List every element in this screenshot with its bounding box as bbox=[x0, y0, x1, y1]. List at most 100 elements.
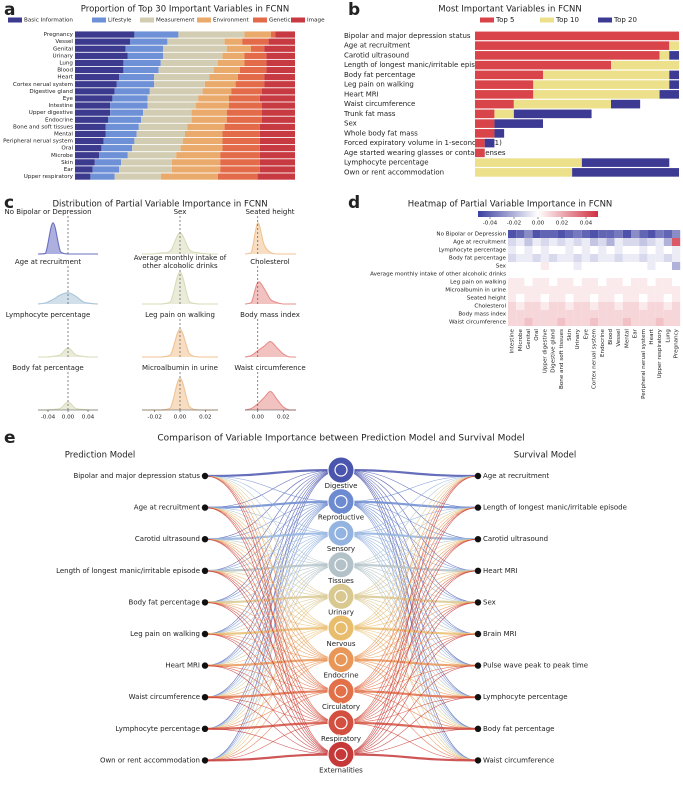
bar-segment bbox=[262, 116, 295, 123]
density-line bbox=[244, 281, 296, 305]
category-label: Upper digestive bbox=[29, 110, 74, 116]
heat-cell bbox=[590, 302, 599, 310]
heat-cell bbox=[672, 286, 681, 294]
bar-segment bbox=[138, 123, 188, 130]
bar-segment bbox=[533, 90, 660, 99]
left-node-label: Length of longest manic/irritable episod… bbox=[56, 567, 200, 575]
right-title: Survival Model bbox=[514, 451, 577, 461]
subplot-title: Lymphocyte percentage bbox=[6, 311, 91, 319]
heat-cell bbox=[524, 270, 533, 278]
heat-cell bbox=[532, 238, 541, 246]
heat-cell bbox=[663, 318, 672, 326]
bar-segment bbox=[259, 159, 295, 166]
bar-segment bbox=[264, 74, 295, 81]
left-node-label: Body fat percentage bbox=[129, 598, 200, 606]
heat-cell bbox=[590, 270, 599, 278]
link bbox=[340, 475, 479, 629]
bar-segment bbox=[75, 123, 106, 130]
bar-segment bbox=[475, 138, 485, 148]
legend-label: Lifestyle bbox=[108, 18, 132, 24]
heat-cell bbox=[532, 270, 541, 278]
bar-segment bbox=[475, 158, 582, 167]
heat-cell bbox=[631, 238, 640, 246]
bar-segment bbox=[259, 95, 295, 102]
heat-cell bbox=[631, 246, 640, 254]
heat-cell bbox=[581, 302, 590, 310]
heat-cell bbox=[540, 278, 549, 286]
heat-cell bbox=[516, 286, 525, 294]
bar-segment bbox=[75, 52, 128, 59]
bar-segment bbox=[191, 116, 227, 123]
heat-cell bbox=[581, 310, 590, 318]
bar-segment bbox=[114, 173, 161, 180]
colorbar bbox=[478, 211, 598, 217]
heat-cell bbox=[622, 246, 631, 254]
bar-segment bbox=[75, 102, 111, 109]
heat-cell bbox=[631, 254, 640, 262]
bar-segment bbox=[178, 31, 245, 38]
heat-cell bbox=[557, 294, 566, 302]
category-label: Age at recruitment bbox=[344, 42, 410, 50]
bar-segment bbox=[475, 60, 611, 70]
density-area bbox=[142, 232, 218, 254]
heat-cell bbox=[532, 302, 541, 310]
bar-segment bbox=[75, 159, 95, 166]
column-label: Digestive gland bbox=[551, 329, 557, 373]
bar-segment bbox=[222, 52, 245, 59]
bar-segment bbox=[475, 31, 679, 41]
bar-segment bbox=[244, 31, 271, 38]
bar-segment bbox=[213, 66, 240, 74]
bar-segment bbox=[669, 51, 679, 60]
row-label: Age at recruitment bbox=[453, 240, 507, 246]
bar-segment bbox=[218, 59, 245, 67]
link bbox=[204, 475, 342, 629]
heat-cell bbox=[581, 286, 590, 294]
bar-segment bbox=[244, 52, 267, 59]
subplot-title: Seated height bbox=[245, 208, 294, 216]
right-dot bbox=[474, 757, 482, 764]
link bbox=[340, 475, 479, 566]
bar-segment bbox=[136, 130, 185, 138]
organ-label: Circulatory bbox=[322, 703, 360, 711]
heat-cell bbox=[581, 246, 590, 254]
heat-cell bbox=[524, 318, 533, 326]
heat-cell bbox=[672, 246, 681, 254]
subplot-title: Microalbumin in urine bbox=[142, 364, 218, 372]
legend-swatch bbox=[480, 17, 494, 23]
heat-cell bbox=[590, 230, 599, 238]
organ-node bbox=[327, 519, 355, 547]
category-label: Skin bbox=[61, 160, 73, 166]
heat-cell bbox=[663, 262, 672, 270]
heat-cell bbox=[614, 246, 623, 254]
heat-cell bbox=[647, 230, 656, 238]
link bbox=[340, 570, 479, 755]
bar-segment bbox=[259, 145, 295, 152]
bar-segment bbox=[75, 31, 135, 38]
link bbox=[204, 475, 342, 755]
heat-cell bbox=[598, 286, 607, 294]
link bbox=[204, 475, 342, 534]
heat-cell bbox=[549, 230, 558, 238]
heat-cell bbox=[598, 238, 607, 246]
bar-segment bbox=[475, 148, 485, 158]
heat-cell bbox=[622, 278, 631, 286]
heat-cell bbox=[631, 230, 640, 238]
organ-icon bbox=[334, 463, 348, 477]
organ-label: Respiratory bbox=[321, 735, 361, 743]
heat-cell bbox=[573, 302, 582, 310]
bar-segment bbox=[149, 88, 203, 95]
row-label: Cholesterol bbox=[474, 304, 506, 310]
heat-cell bbox=[573, 246, 582, 254]
density-area bbox=[245, 223, 296, 254]
x-tick-label: -0.02 bbox=[147, 415, 161, 421]
heat-cell bbox=[557, 318, 566, 326]
legend-swatch bbox=[598, 17, 612, 23]
heat-cell bbox=[606, 238, 615, 246]
bar-segment bbox=[154, 74, 210, 81]
heat-cell bbox=[549, 286, 558, 294]
heat-cell bbox=[532, 262, 541, 270]
left-dot bbox=[201, 472, 209, 480]
heat-cell bbox=[565, 254, 574, 262]
bar-segment bbox=[158, 66, 214, 74]
heat-cell bbox=[622, 262, 631, 270]
